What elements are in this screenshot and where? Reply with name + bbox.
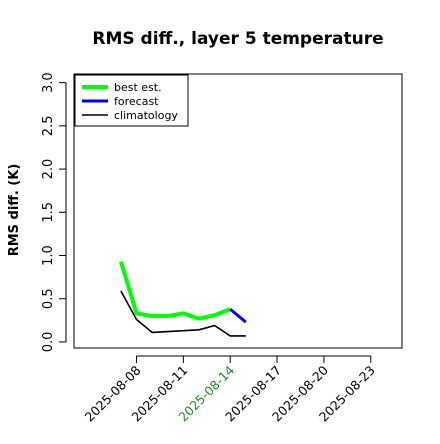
y-tick-label: 1.0 (41, 245, 56, 266)
legend-label: climatology (114, 109, 178, 122)
y-tick-label: 2.5 (41, 116, 56, 137)
y-tick-label: 3.0 (41, 72, 56, 93)
series-line-best-est (118, 261, 231, 321)
y-axis-label: RMS diff. (K) (7, 164, 22, 257)
legend-label: forecast (114, 95, 159, 108)
plot-frame (73, 73, 403, 349)
y-tick-label: 1.5 (41, 202, 56, 223)
y-tick-label: 0.5 (41, 288, 56, 309)
series-layer (118, 261, 247, 337)
y-tick-label: 2.0 (41, 159, 56, 180)
y-axis: 0.0 0.5 1.0 1.5 2.0 2.5 3.0 (41, 72, 67, 353)
series-line-climatology (120, 290, 246, 337)
chart-title: RMS diff., layer 5 temperature (92, 29, 383, 49)
series-line-forecast (229, 307, 247, 324)
y-tick-label: 0.0 (41, 332, 56, 353)
legend-label: best est. (114, 81, 162, 94)
